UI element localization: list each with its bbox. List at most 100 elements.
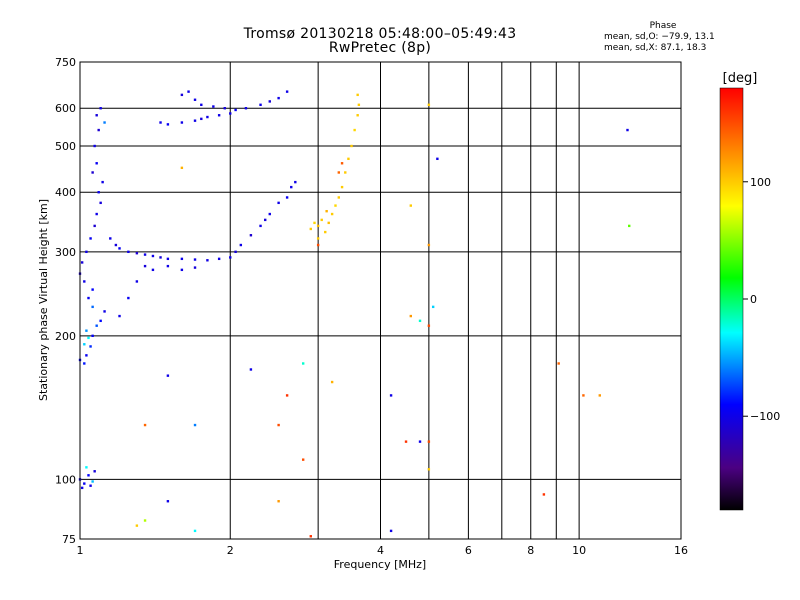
data-point	[404, 440, 408, 443]
data-point	[91, 334, 94, 338]
data-point	[290, 185, 293, 189]
data-point	[244, 107, 248, 110]
data-point	[85, 466, 88, 469]
data-point	[99, 107, 102, 110]
chart-title-line1: Tromsø 20130218 05:48:00–05:49:43	[243, 26, 517, 42]
data-point	[180, 93, 184, 97]
x-tick-label: 10	[572, 544, 586, 557]
data-point	[268, 212, 271, 216]
data-point	[626, 128, 629, 132]
data-point	[418, 319, 422, 323]
data-point	[103, 310, 106, 313]
data-point	[93, 470, 96, 473]
data-point	[91, 171, 94, 174]
data-point	[350, 144, 353, 148]
data-points	[78, 90, 631, 538]
data-point	[109, 237, 112, 240]
data-point	[249, 368, 253, 371]
data-point	[193, 529, 197, 533]
data-point	[356, 93, 359, 97]
y-tick-label: 750	[55, 56, 76, 69]
data-point	[89, 345, 92, 348]
x-axis-label: Frequency [MHz]	[334, 558, 426, 571]
y-tick-labels: 75 100 200 300 400 500 600 750	[55, 56, 76, 546]
data-point	[427, 103, 431, 107]
data-point	[427, 324, 431, 327]
data-point	[334, 204, 337, 207]
colorbar-tick-label: −100	[750, 410, 780, 423]
data-point	[91, 305, 94, 309]
data-point	[95, 212, 98, 216]
data-point	[277, 96, 280, 100]
data-point	[340, 162, 344, 165]
data-point	[118, 247, 121, 250]
data-point	[200, 103, 203, 107]
data-point	[151, 268, 155, 272]
data-point	[80, 261, 84, 264]
data-point	[206, 259, 209, 262]
data-point	[85, 329, 88, 332]
data-point	[313, 221, 316, 225]
data-point	[180, 257, 184, 261]
data-point	[582, 394, 585, 397]
data-point	[200, 117, 203, 121]
data-point	[99, 201, 102, 205]
data-point	[229, 256, 232, 259]
data-point	[325, 209, 328, 213]
data-point	[259, 224, 262, 228]
data-point	[151, 254, 155, 258]
x-tick-label: 16	[674, 544, 688, 557]
data-point	[598, 394, 601, 397]
data-point	[159, 121, 162, 124]
phase-stats-title: Phase	[649, 21, 677, 31]
plot-frame	[79, 61, 682, 540]
data-point	[427, 468, 431, 471]
data-point	[93, 144, 96, 148]
data-point	[159, 256, 162, 259]
data-point	[180, 268, 184, 272]
data-point	[87, 336, 90, 340]
data-point	[356, 114, 359, 117]
data-point	[143, 423, 147, 427]
data-point	[316, 237, 320, 240]
data-point	[436, 157, 439, 161]
data-point	[542, 493, 546, 496]
data-point	[268, 100, 271, 103]
data-point	[114, 243, 118, 247]
data-point	[285, 90, 289, 93]
data-point	[330, 212, 334, 216]
data-point	[234, 108, 237, 112]
data-point	[389, 529, 393, 533]
data-point	[118, 314, 121, 318]
data-point	[85, 354, 88, 357]
data-point	[344, 171, 347, 174]
data-point	[193, 266, 197, 269]
data-point	[409, 314, 412, 318]
data-point	[127, 296, 130, 300]
colorbar-label: [deg]	[723, 71, 758, 86]
data-point	[89, 237, 92, 240]
data-point	[212, 105, 215, 108]
data-point	[83, 280, 86, 283]
data-point	[89, 484, 92, 487]
data-point	[99, 319, 102, 323]
data-point	[97, 128, 100, 132]
y-tick-label: 100	[55, 473, 76, 486]
data-point	[135, 280, 139, 283]
data-point	[193, 98, 197, 101]
data-point	[357, 103, 361, 107]
data-point	[80, 486, 84, 490]
y-tick-label: 500	[55, 140, 76, 153]
data-point	[91, 480, 94, 483]
data-point	[347, 157, 350, 161]
data-point	[309, 227, 312, 231]
data-point	[217, 257, 221, 261]
data-point	[166, 374, 170, 377]
data-point	[143, 519, 147, 522]
data-point	[193, 423, 197, 427]
data-point	[103, 121, 106, 124]
data-point	[259, 103, 262, 107]
x-tick-label: 4	[377, 544, 384, 557]
data-point	[95, 324, 98, 327]
